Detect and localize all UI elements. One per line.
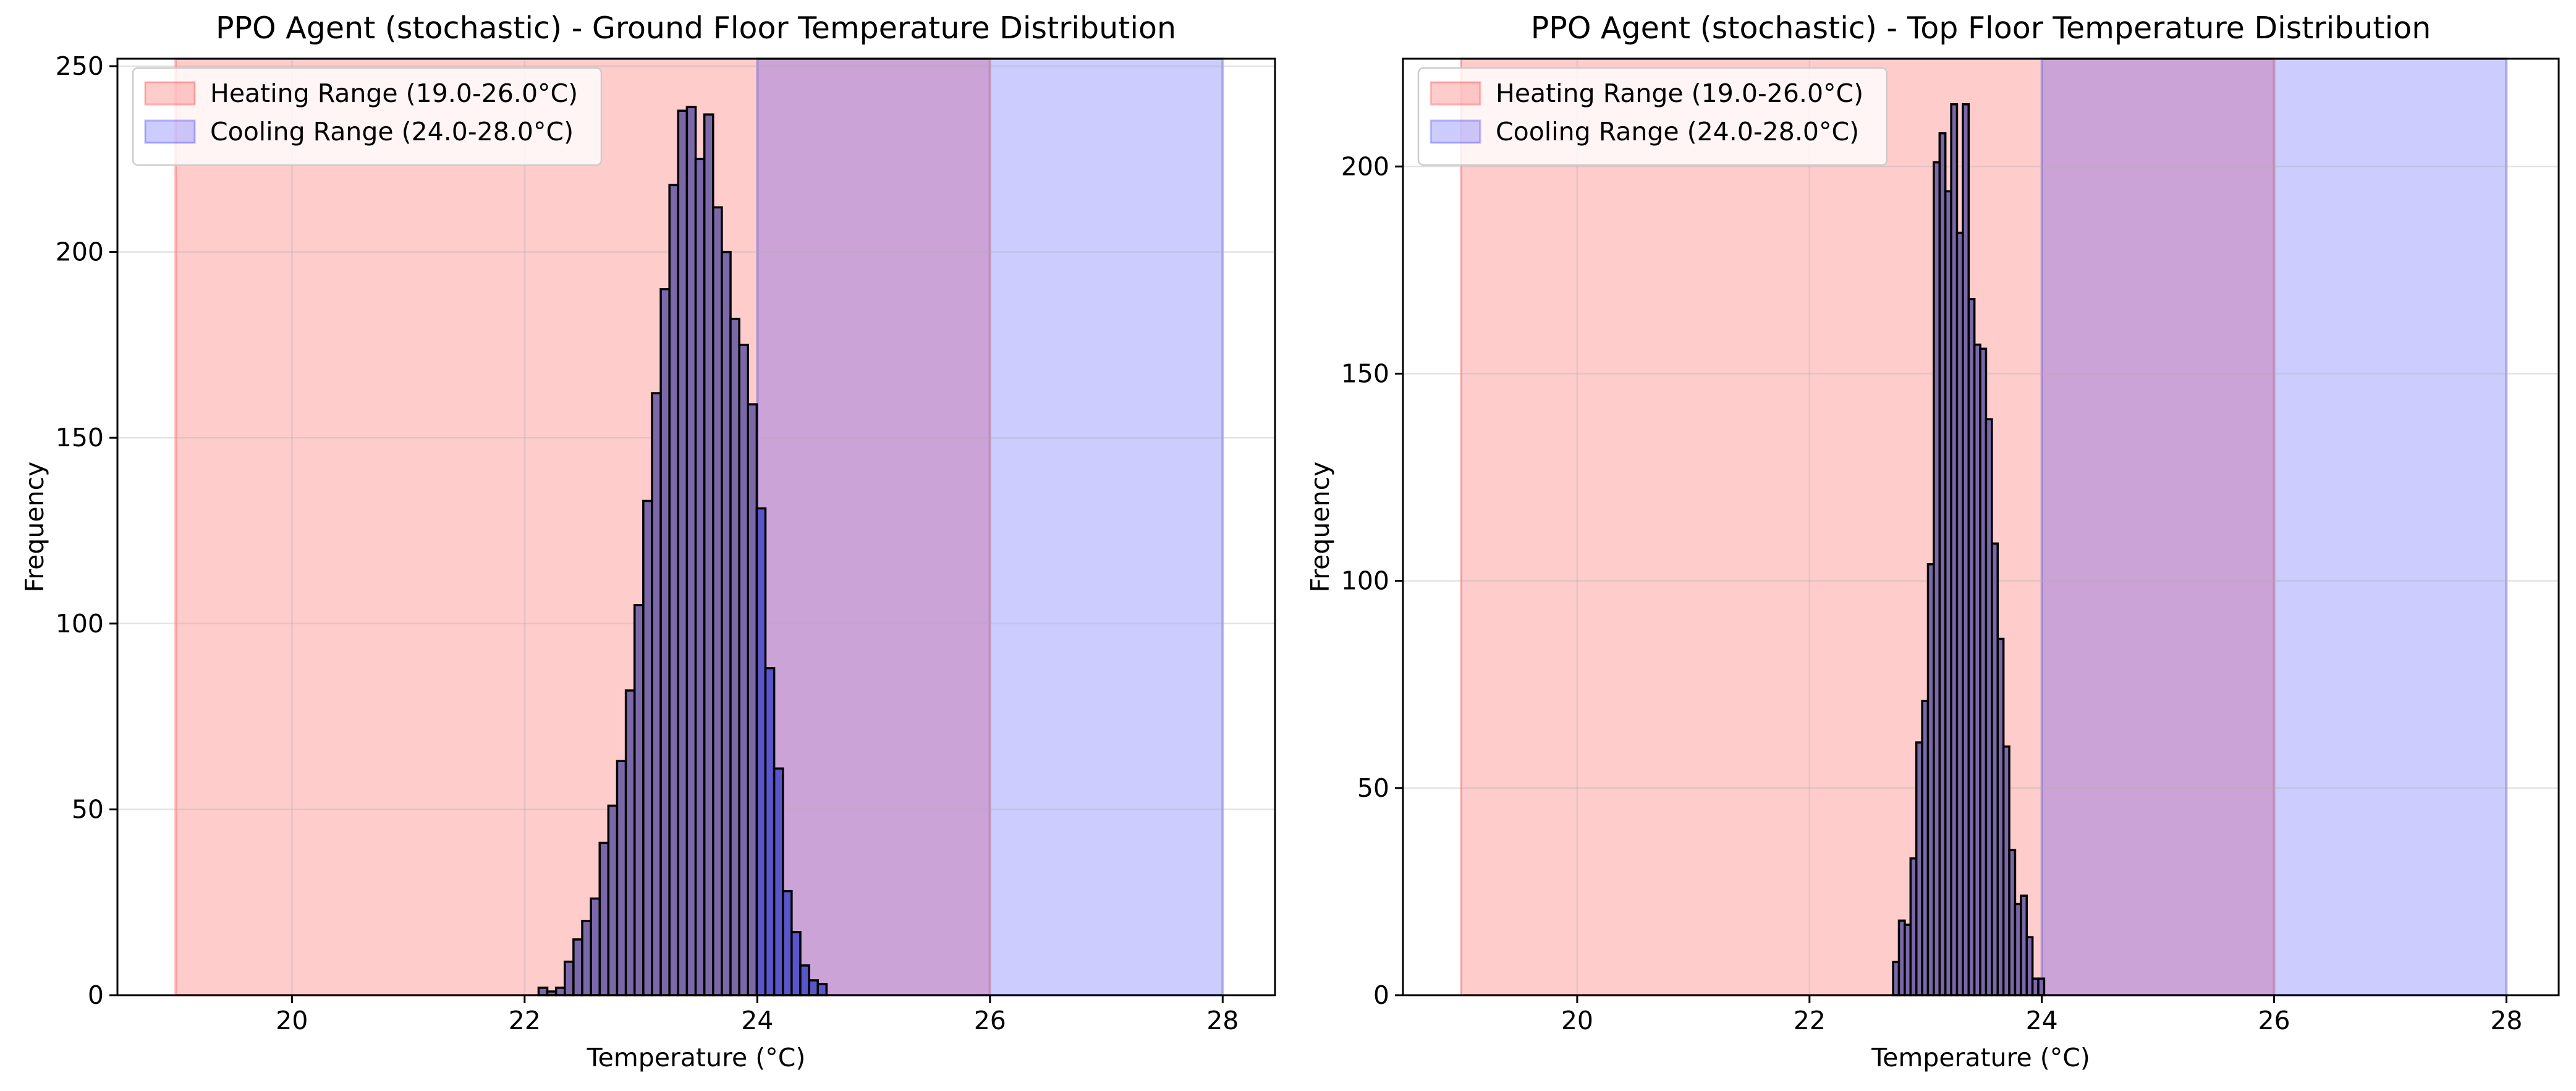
- histogram-bar: [651, 392, 662, 996]
- legend: Heating Range (19.0-26.0°C) Cooling Range…: [1417, 67, 1888, 166]
- histogram-bar: [781, 889, 793, 996]
- x-tick-label: 26: [974, 1006, 1006, 1035]
- y-tick-label: 200: [1341, 151, 1389, 181]
- histogram-bar: [607, 804, 619, 996]
- histogram-bar: [755, 507, 767, 996]
- y-tick-label: 150: [1341, 359, 1389, 388]
- histogram-bar: [694, 158, 706, 996]
- x-tick-label: 28: [2490, 1006, 2522, 1035]
- x-tick-label: 22: [509, 1006, 541, 1035]
- histogram-bar: [712, 206, 723, 996]
- plot-frame: [116, 57, 1276, 996]
- legend: Heating Range (19.0-26.0°C) Cooling Range…: [132, 67, 603, 166]
- legend-swatch-cooling: [1430, 119, 1481, 144]
- legend-box: [132, 67, 603, 166]
- y-tick-label: 0: [1373, 980, 1389, 1010]
- histogram-bar: [747, 403, 758, 996]
- histogram-bar: [677, 109, 688, 996]
- y-tick-label: 250: [56, 51, 104, 81]
- y-tick-label: 50: [72, 794, 104, 824]
- histogram-bar: [668, 184, 680, 996]
- legend-label: Cooling Range (24.0-28.0°C): [210, 117, 574, 146]
- chart-title: PPO Agent (stochastic) - Ground Floor Te…: [216, 11, 1176, 46]
- chart-panel-2: 20 22 24 26 28 0 50 100 150 200 PPO Agent (stochas…: [1305, 11, 2560, 1072]
- x-axis-label: Temperature (°C): [1871, 1043, 2090, 1072]
- x-tick-label: 26: [2258, 1006, 2290, 1035]
- histogram-bar: [703, 113, 714, 996]
- histogram-bar: [659, 287, 671, 996]
- histogram-bar: [572, 938, 583, 996]
- histogram-bar: [773, 767, 784, 996]
- y-axis-label: Frequency: [1305, 462, 1335, 593]
- chart-panel-1: 20 22 24 26 28 0 50 100 150 200 250 PPO Agent (stoc…: [20, 11, 1276, 1072]
- plot-frame: [1402, 57, 2560, 996]
- histogram-bar: [633, 604, 645, 996]
- y-tick-label: 100: [56, 609, 104, 639]
- histogram-bar: [721, 250, 732, 996]
- histogram-bar: [799, 964, 810, 996]
- histogram-bar: [624, 689, 636, 996]
- histogram-bar: [808, 979, 819, 996]
- legend-label: Heating Range (19.0-26.0°C): [210, 79, 578, 108]
- x-tick-label: 28: [1206, 1006, 1239, 1035]
- histogram-bar: [764, 667, 776, 996]
- legend-label: Cooling Range (24.0-28.0°C): [1496, 117, 1859, 146]
- y-tick-label: 50: [1357, 773, 1389, 803]
- histogram-bar: [554, 987, 566, 996]
- x-tick-label: 22: [1794, 1006, 1826, 1035]
- range-band-heating: [174, 57, 991, 996]
- legend-swatch-heating: [1430, 81, 1481, 106]
- range-band-cooling: [756, 57, 1224, 996]
- chart-title: PPO Agent (stochastic) - Top Floor Tempe…: [1531, 11, 2431, 46]
- y-tick-label: 0: [88, 980, 104, 1010]
- legend-swatch-cooling: [144, 119, 196, 144]
- histogram-bar: [598, 841, 610, 996]
- histogram-bar: [738, 344, 750, 996]
- histogram-bar: [537, 987, 549, 996]
- histogram-bar: [2037, 977, 2046, 996]
- histogram-bar: [790, 931, 802, 996]
- x-tick-label: 20: [1561, 1006, 1593, 1035]
- histogram-bar: [590, 897, 601, 996]
- x-tick-label: 24: [741, 1006, 773, 1035]
- y-tick-label: 200: [56, 237, 104, 267]
- histogram-bar: [581, 920, 592, 996]
- x-tick-label: 24: [2026, 1006, 2058, 1035]
- y-axis-label: Frequency: [20, 462, 49, 593]
- histogram-bar: [685, 106, 697, 996]
- legend-swatch-heating: [144, 81, 196, 106]
- range-band-heating: [1459, 57, 2276, 996]
- histogram-bar: [729, 318, 740, 996]
- histogram-bar: [642, 499, 653, 996]
- histogram-bar: [616, 760, 627, 996]
- x-tick-label: 20: [276, 1006, 308, 1035]
- histogram-bar: [564, 961, 575, 996]
- legend-box: [1417, 67, 1888, 166]
- x-axis-label: Temperature (°C): [587, 1043, 806, 1072]
- y-tick-label: 150: [56, 423, 104, 452]
- y-tick-label: 100: [1341, 566, 1389, 596]
- histogram-bar: [816, 983, 828, 996]
- legend-label: Heating Range (19.0-26.0°C): [1496, 79, 1863, 108]
